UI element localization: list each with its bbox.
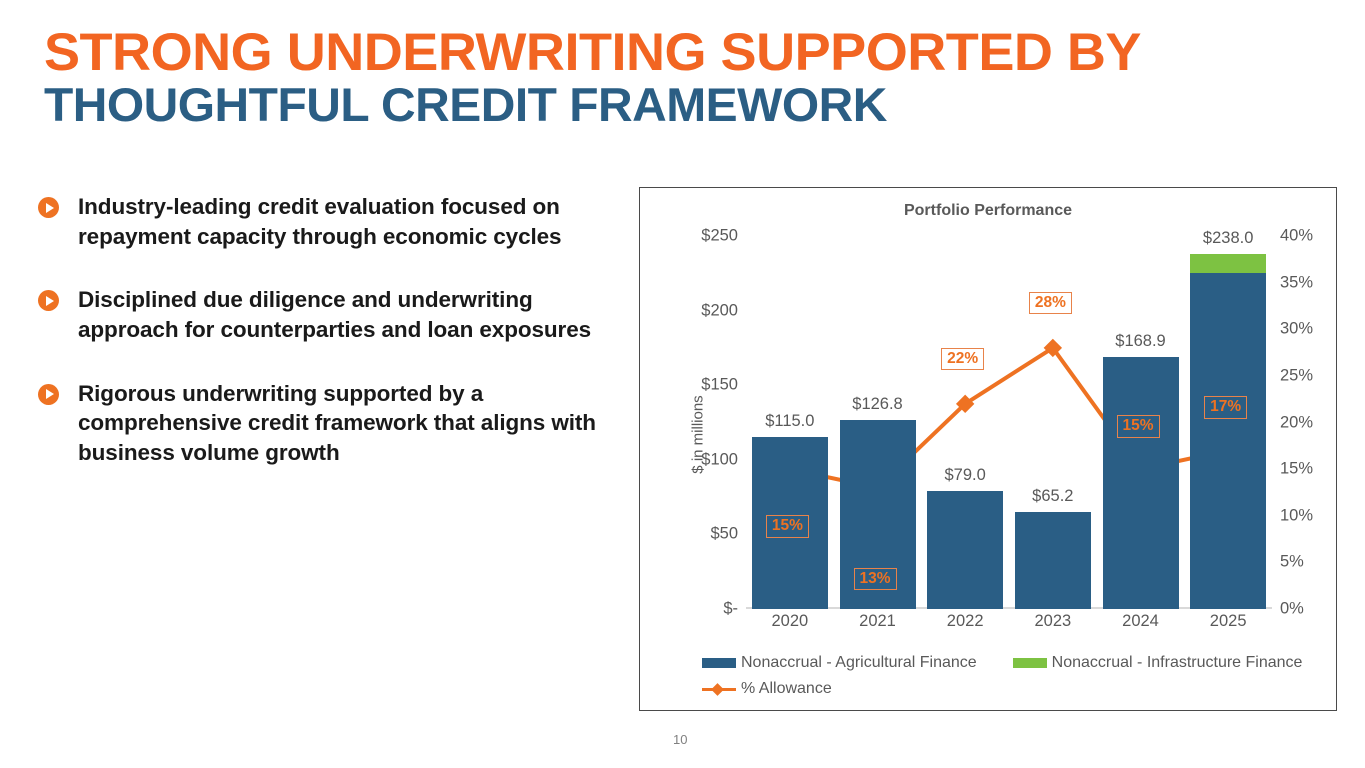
y2-axis-tick-label: 15% xyxy=(1280,459,1314,478)
y-axis-tick-label: $- xyxy=(723,599,738,618)
legend-row: % Allowance xyxy=(702,676,1322,702)
list-item: Disciplined due diligence and underwriti… xyxy=(38,285,618,344)
allowance-percent-label: 15% xyxy=(765,515,809,538)
bar-segment-agricultural xyxy=(1190,273,1267,609)
allowance-line-marker xyxy=(955,394,975,414)
bar-segment-agricultural xyxy=(1102,357,1179,609)
x-axis: 2020 2021 2022 2023 2024 2025 xyxy=(746,612,1272,638)
y-axis-tick-label: $50 xyxy=(710,524,738,543)
axis-baseline xyxy=(746,607,1272,609)
legend-swatch-icon xyxy=(1012,658,1047,668)
y2-axis-tick-label: 10% xyxy=(1280,506,1314,525)
plot-area: $115.0 15% $126.8 13% $79.0 22% $65.2 28% $168.9… xyxy=(746,229,1272,609)
allowance-percent-label: 28% xyxy=(1028,291,1072,315)
play-circle-icon xyxy=(38,290,59,312)
list-item-label: Rigorous underwriting supported by a com… xyxy=(78,380,596,466)
bar-segment-agricultural xyxy=(839,419,916,609)
y2-axis-tick-label: 30% xyxy=(1280,319,1314,338)
page-number: 10 xyxy=(673,732,688,747)
chart-title: Portfolio Performance xyxy=(903,202,1073,219)
x-axis-tick-label: 2023 xyxy=(1034,612,1072,630)
x-axis-tick-label: 2024 xyxy=(1122,612,1159,630)
play-circle-icon xyxy=(38,197,59,218)
legend-swatch-icon xyxy=(702,658,736,668)
bar-segment-agricultural xyxy=(1014,511,1091,609)
allowance-percent-label: 17% xyxy=(1204,396,1248,419)
bar-value-label: $65.2 xyxy=(1032,486,1074,505)
y-axis-left: $- $50 $100 $150 $200 $250 xyxy=(656,227,738,618)
bar-value-label: $126.8 xyxy=(852,394,903,413)
allowance-percent-label: 15% xyxy=(1116,415,1160,438)
legend-item-infrastructure: Nonaccrual - Infrastructure Finance xyxy=(1012,654,1303,672)
list-item: Industry-leading credit evaluation focus… xyxy=(38,192,618,251)
bar-value-label: $79.0 xyxy=(944,466,986,485)
page-title-line-1: STRONG UNDERWRITING SUPPORTED BY xyxy=(44,23,1141,82)
allowance-percent-label: 13% xyxy=(853,567,897,591)
legend-item-allowance: % Allowance xyxy=(702,680,832,698)
portfolio-performance-chart: Portfolio Performance $ in millions $- $5… xyxy=(639,187,1337,711)
bar-value-label: $238.0 xyxy=(1202,228,1254,247)
y-axis-tick-label: $200 xyxy=(701,301,738,320)
x-axis-tick-label: 2021 xyxy=(859,612,896,630)
y2-axis-tick-label: 25% xyxy=(1280,366,1314,385)
y2-axis-tick-label: 0% xyxy=(1280,599,1304,618)
bullet-list: Industry-leading credit evaluation focus… xyxy=(38,192,618,502)
x-axis-tick-label: 2020 xyxy=(771,612,809,630)
legend-label: Nonaccrual - Infrastructure Finance xyxy=(1051,654,1303,671)
page-title-line-2: THOUGHTFUL CREDIT FRAMEWORK xyxy=(44,78,887,131)
y-axis-tick-label: $100 xyxy=(701,450,738,469)
y2-axis-tick-label: 20% xyxy=(1280,413,1314,431)
y2-axis-tick-label: 40% xyxy=(1280,226,1314,245)
allowance-percent-label: 22% xyxy=(941,347,985,371)
bar-value-label: $115.0 xyxy=(765,412,815,431)
chart-legend: Nonaccrual - Agricultural Finance Nonacc… xyxy=(702,650,1322,702)
bar-segment-infrastructure xyxy=(1190,253,1267,274)
legend-line-marker-icon xyxy=(702,683,736,695)
y2-axis-tick-label: 35% xyxy=(1280,273,1314,292)
x-axis-tick-label: 2025 xyxy=(1209,612,1247,630)
y-axis-right: 0% 5% 10% 15% 20% 25% 30% 35% 40% xyxy=(1280,227,1350,618)
y-axis-tick-label: $250 xyxy=(701,226,738,245)
bar-segment-agricultural xyxy=(927,491,1004,609)
bar-segment-agricultural xyxy=(751,437,828,609)
y-axis-tick-label: $150 xyxy=(701,375,738,394)
legend-row: Nonaccrual - Agricultural Finance Nonacc… xyxy=(702,650,1322,676)
y2-axis-tick-label: 5% xyxy=(1280,552,1304,571)
legend-item-agricultural: Nonaccrual - Agricultural Finance xyxy=(702,654,977,672)
bar-value-label: $168.9 xyxy=(1115,332,1166,351)
list-item: Rigorous underwriting supported by a com… xyxy=(38,379,618,468)
play-circle-icon xyxy=(38,383,59,405)
list-item-label: Industry-leading credit evaluation focus… xyxy=(78,194,562,249)
page-title: STRONG UNDERWRITING SUPPORTED BY THOUGHT… xyxy=(44,26,1314,128)
legend-label: Nonaccrual - Agricultural Finance xyxy=(741,654,977,671)
list-item-label: Disciplined due diligence and underwriti… xyxy=(78,287,592,343)
legend-label: % Allowance xyxy=(741,680,832,697)
x-axis-tick-label: 2022 xyxy=(946,612,984,630)
